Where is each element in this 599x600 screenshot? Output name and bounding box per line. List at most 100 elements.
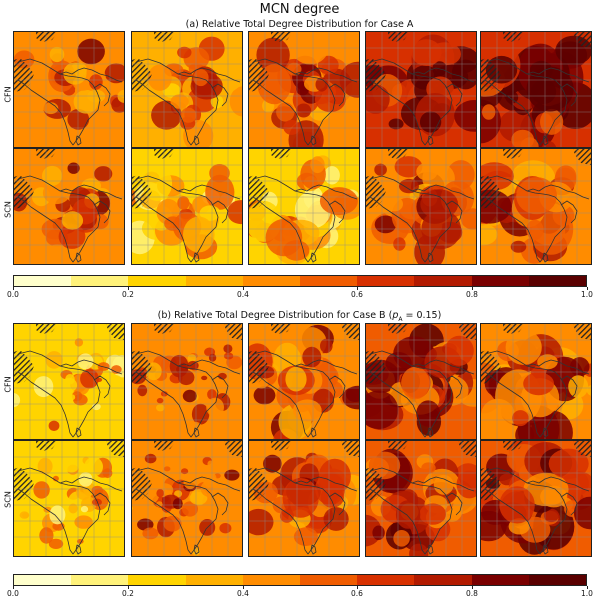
colorbar-tick-label: 1.0 — [581, 589, 593, 598]
masked-region — [271, 149, 293, 159]
heat-blob — [132, 506, 134, 510]
masked-region — [271, 324, 293, 334]
heat-blob — [107, 375, 124, 391]
coastline — [445, 492, 463, 516]
heat-blob — [253, 386, 276, 405]
masked-region — [249, 467, 269, 501]
sri-lanka-outline — [427, 544, 434, 555]
masked-region — [36, 441, 58, 451]
heat-blob — [94, 166, 113, 182]
map-svg — [481, 149, 591, 264]
heat-blob — [416, 162, 438, 181]
coastline — [59, 359, 123, 375]
masked-region — [154, 32, 176, 42]
heat-blob — [163, 466, 171, 472]
heat-blob — [52, 475, 59, 482]
heat-blob — [67, 162, 80, 174]
heat-blob — [172, 498, 183, 510]
heat-blob — [67, 108, 90, 130]
heat-blob — [393, 237, 406, 251]
heat-blob — [419, 503, 446, 525]
heat-blob — [144, 453, 157, 464]
heat-blob — [156, 489, 164, 498]
coastline — [526, 184, 590, 200]
colorbar-segment — [242, 276, 301, 286]
masked-region — [36, 149, 58, 159]
masked-region — [573, 441, 591, 457]
heat-blob — [58, 224, 86, 249]
heat-blob — [540, 485, 568, 508]
heat-blob — [543, 508, 559, 523]
masked-region — [481, 467, 501, 501]
masked-region — [224, 324, 242, 340]
sri-lanka-outline — [542, 427, 549, 438]
coastline — [411, 476, 475, 492]
masked-region — [36, 324, 58, 334]
sri-lanka-outline — [310, 544, 317, 555]
colorbar-tick-label: 0.2 — [122, 589, 134, 598]
colorbar-segment — [128, 575, 186, 585]
masked-region — [388, 441, 410, 451]
heat-blob — [43, 102, 59, 115]
heat-blob — [339, 61, 359, 98]
map-svg — [14, 149, 124, 264]
map-svg — [249, 149, 359, 264]
heat-blob — [219, 523, 232, 534]
map-svg — [14, 441, 124, 556]
sri-lanka-outline — [427, 252, 434, 263]
colorbar-tick-mark — [472, 287, 473, 290]
masked-region — [458, 441, 476, 457]
map-svg — [249, 32, 359, 147]
heat-blob — [505, 329, 542, 365]
coastline — [526, 476, 590, 492]
colorbar-segment — [185, 575, 243, 585]
coastline — [17, 58, 101, 146]
heat-blob — [189, 491, 208, 505]
colorbar-segment — [242, 575, 301, 585]
colorbar-segment — [14, 575, 72, 585]
heat-blob — [419, 111, 442, 133]
heat-blob — [183, 474, 197, 490]
masked-region — [503, 149, 525, 159]
map-svg — [132, 149, 242, 264]
coastline — [411, 184, 475, 200]
masked-region — [481, 58, 501, 92]
map-panel-a-scn-2 — [131, 148, 243, 265]
masked-region — [271, 441, 293, 451]
sri-lanka-outline — [542, 252, 549, 263]
heat-blob — [394, 156, 423, 178]
colorbar-tick-label: 0.0 — [7, 589, 19, 598]
heat-blob — [388, 118, 404, 130]
map-svg — [132, 324, 242, 439]
heat-blob — [220, 488, 232, 501]
heat-blob — [520, 137, 539, 147]
heat-blob — [512, 410, 529, 427]
map-panel-b-cfn-1 — [13, 323, 125, 440]
section-b-title: (b) Relative Total Degree Distribution f… — [157, 310, 442, 323]
coastline — [252, 467, 336, 555]
heat-blob — [208, 353, 217, 362]
heat-blob — [178, 370, 195, 386]
masked-region — [14, 350, 34, 384]
heat-blob — [68, 503, 78, 514]
row-label-b-scn: SCN — [3, 491, 13, 508]
map-panel-a-scn-3 — [248, 148, 360, 265]
heat-blob — [180, 107, 197, 123]
coastline — [59, 184, 123, 200]
heat-blob — [205, 174, 235, 210]
masked-region — [573, 149, 591, 165]
coastline — [526, 359, 590, 375]
masked-region — [573, 32, 591, 48]
heat-blob — [156, 397, 164, 404]
heat-blob — [181, 468, 189, 475]
map-svg — [481, 324, 591, 439]
heat-blob — [395, 500, 421, 529]
sri-lanka-outline — [310, 427, 317, 438]
heat-blob — [24, 406, 39, 420]
heat-blob — [224, 469, 240, 481]
masked-region — [154, 324, 176, 334]
coastline — [484, 350, 568, 438]
heat-blob — [444, 335, 474, 366]
heat-blob — [393, 530, 410, 547]
coastline — [252, 58, 336, 146]
